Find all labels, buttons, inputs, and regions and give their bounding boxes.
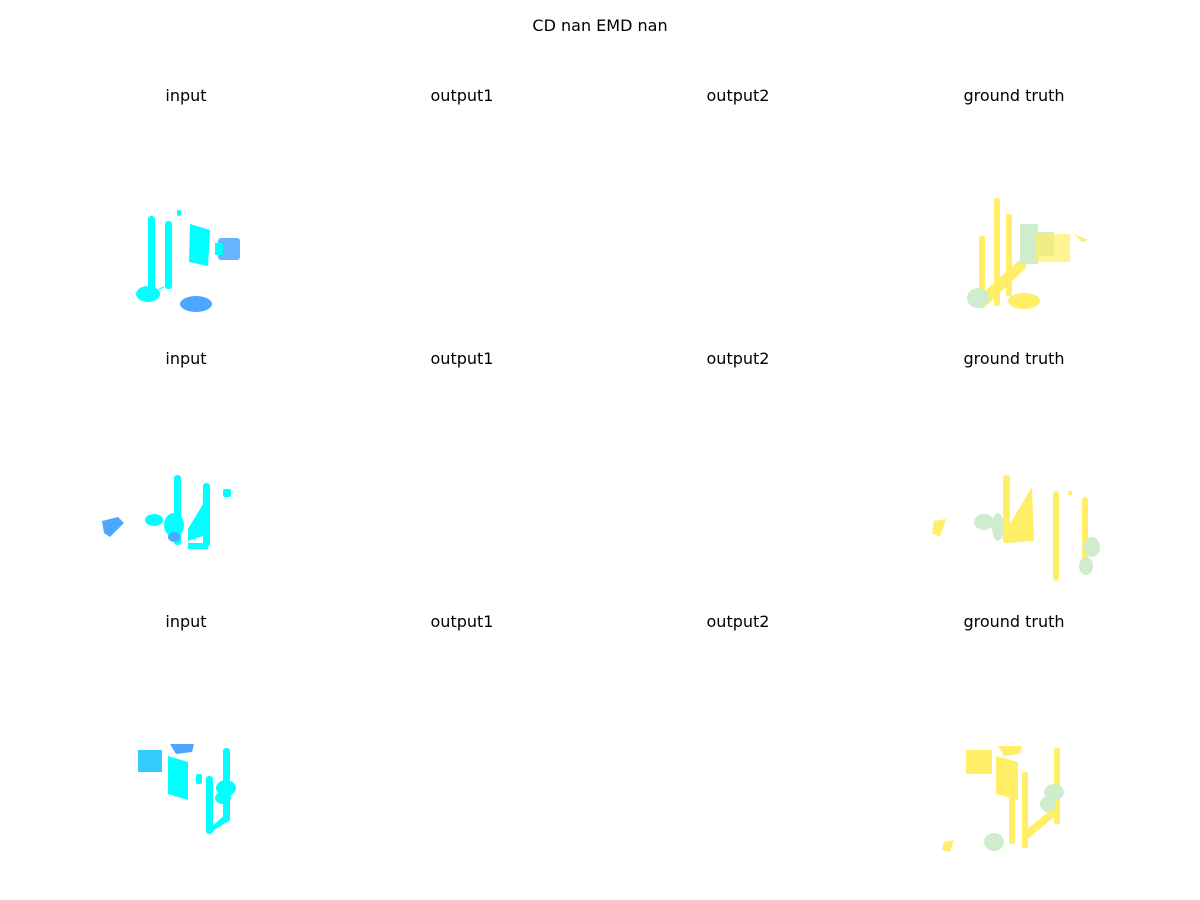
- panel-title: ground truth: [963, 612, 1065, 631]
- panel-title: ground truth: [963, 86, 1065, 105]
- panel-title: output2: [706, 349, 770, 368]
- panel-row2-ground-truth: ground truth: [876, 349, 1152, 612]
- panel-title: input: [165, 349, 207, 368]
- panel-row1-output2: output2: [600, 86, 876, 349]
- panel-title: input: [165, 86, 207, 105]
- panel-title: output1: [430, 349, 494, 368]
- panel-title: input: [165, 612, 207, 631]
- panel-title: output2: [706, 612, 770, 631]
- panel-title: ground truth: [963, 349, 1065, 368]
- ground-truth-point-cloud: [967, 198, 1088, 309]
- panel-row3-output2: output2: [600, 612, 876, 875]
- panel-row3-output1: output1: [324, 612, 600, 875]
- panel-row3-ground-truth: ground truth: [876, 612, 1152, 875]
- panel-row1-input: input: [48, 86, 324, 349]
- input-point-cloud: [102, 475, 231, 549]
- panel-row1-ground-truth: ground truth: [876, 86, 1152, 349]
- input-point-cloud: [136, 210, 240, 312]
- ground-truth-point-cloud: [942, 746, 1064, 852]
- panel-row2-input: input: [48, 349, 324, 612]
- ground-truth-point-cloud: [932, 475, 1100, 581]
- panel-row1-output1: output1: [324, 86, 600, 349]
- panel-title: output1: [430, 612, 494, 631]
- panel-row2-output1: output1: [324, 349, 600, 612]
- panel-title: output2: [706, 86, 770, 105]
- input-point-cloud: [138, 744, 236, 834]
- panel-row2-output2: output2: [600, 349, 876, 612]
- panel-title: output1: [430, 86, 494, 105]
- figure-title: CD nan EMD nan: [532, 16, 668, 35]
- panel-row3-input: input: [48, 612, 324, 875]
